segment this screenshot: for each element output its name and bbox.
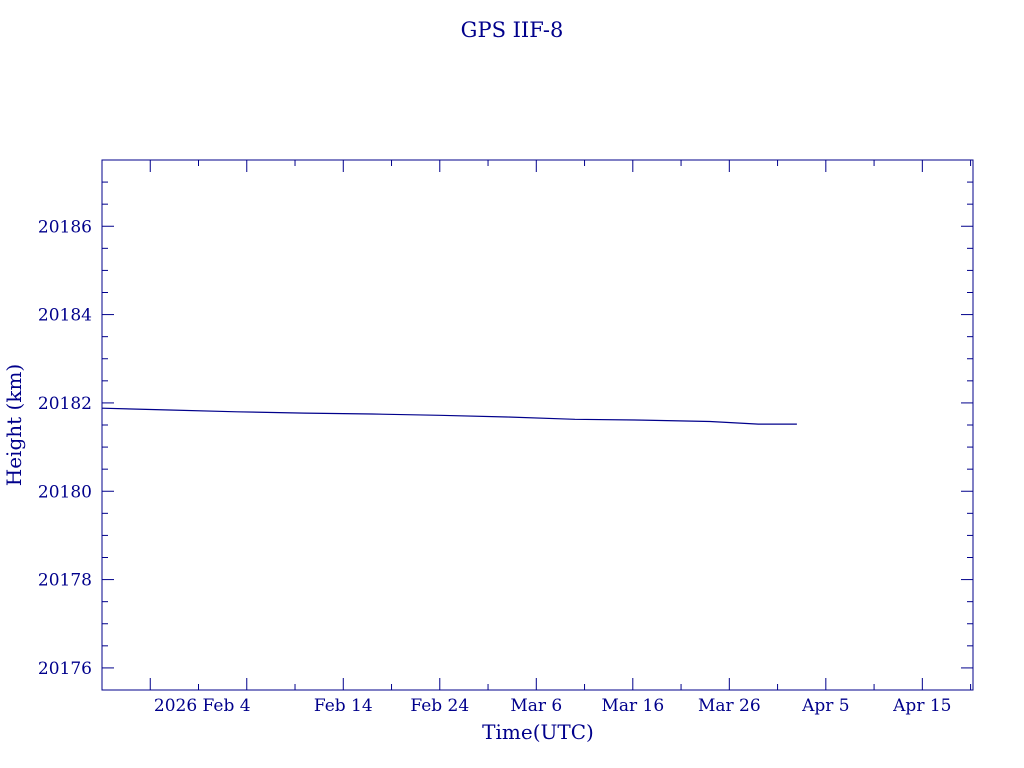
- y-tick-label: 20178: [38, 571, 92, 591]
- axis-ticks: [101, 159, 973, 691]
- series-line: [101, 407, 797, 425]
- x-tick-labels: 2026 Feb 4 Feb 14 Feb 24 Mar 6 Mar 16 Mar 26 A…: [154, 696, 952, 716]
- x-tick-label: Apr 5: [801, 696, 850, 716]
- y-tick-label: 20176: [38, 659, 92, 679]
- series-layer: [101, 407, 797, 425]
- x-tick-label: Mar 16: [601, 696, 664, 716]
- y-tick-label: 20180: [38, 482, 92, 502]
- y-tick-label: 20184: [38, 306, 92, 326]
- x-tick-label: Mar 6: [510, 696, 562, 716]
- plot-frame: [101, 159, 974, 691]
- y-tick-label: 20182: [38, 394, 92, 414]
- y-tick-label: 20186: [38, 217, 92, 237]
- x-tick-label: 2026 Feb 4: [154, 696, 251, 716]
- x-tick-label: Mar 26: [698, 696, 761, 716]
- x-tick-label: Apr 15: [892, 696, 951, 716]
- chart-title: GPS IIF-8: [461, 18, 564, 42]
- x-tick-label: Feb 24: [410, 696, 469, 716]
- y-axis-title: Height (km): [2, 364, 26, 486]
- y-tick-labels: 20176 20178 20180 20182 20184 20186: [38, 217, 92, 679]
- x-tick-label: Feb 14: [314, 696, 373, 716]
- x-axis-title: Time(UTC): [482, 720, 594, 744]
